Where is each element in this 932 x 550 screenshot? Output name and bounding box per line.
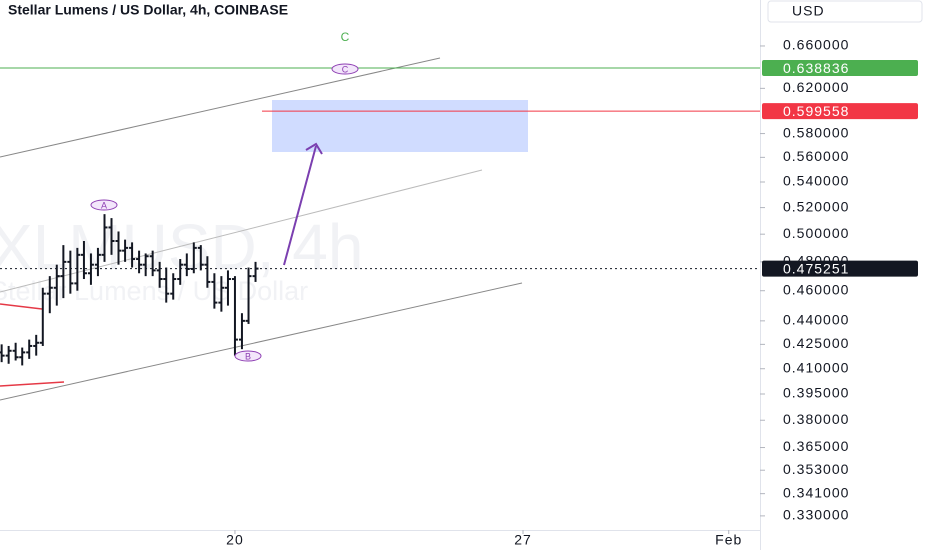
background: XLMUSD, 4h Stellar Lumens / US Dollar [0, 57, 528, 401]
y-tick-label: 0.660000 [783, 37, 849, 53]
y-tick-label: 0.540000 [783, 173, 849, 189]
wave-label: B [245, 351, 251, 361]
red-line [0, 381, 65, 387]
channel-upper [0, 57, 441, 158]
price-tag-label: 0.638836 [783, 60, 849, 76]
currency[interactable]: USD [792, 3, 825, 19]
price-tag-label: 0.599558 [783, 103, 849, 119]
price-tag [762, 260, 918, 277]
y-tick-label: 0.460000 [783, 281, 849, 297]
y-tick-label: 0.620000 [783, 79, 849, 95]
bars [0, 214, 259, 366]
price-tag [762, 103, 918, 120]
y-tick-label: 0.341000 [783, 484, 849, 500]
channel-middle [0, 169, 483, 293]
price-tag-label: 0.475251 [783, 260, 849, 276]
currency-box[interactable] [767, 0, 923, 23]
arrow-head [305, 142, 323, 155]
channel-lower [0, 282, 523, 401]
red-line [0, 303, 43, 310]
annotations: C C A B [90, 30, 359, 362]
y-tick-label: 0.425000 [783, 335, 849, 351]
y-tick-label: 0.395000 [783, 385, 849, 401]
y-tick-label: 0.410000 [783, 359, 849, 375]
wave-label: C [342, 64, 349, 74]
x-tick-label: Feb [715, 532, 742, 548]
watermark: XLMUSD, 4h [0, 211, 363, 283]
y-tick-label: 0.520000 [783, 198, 849, 214]
y-tick-label: 0.440000 [783, 312, 849, 328]
y-tick-label: 0.365000 [783, 438, 849, 454]
y-tick-label: 0.500000 [783, 225, 849, 241]
wave-marker [331, 63, 359, 75]
chart-title: Stellar Lumens / US Dollar, 4h, COINBASE [8, 2, 288, 18]
y-tick-label: 0.560000 [783, 148, 849, 164]
x-tick-label: 20 [226, 532, 244, 548]
y-tick-label: 0.330000 [783, 507, 849, 523]
wave-marker [234, 350, 262, 362]
y-tick-label: 0.353000 [783, 461, 849, 477]
arrow [283, 145, 317, 266]
y-tick-label: 0.580000 [783, 124, 849, 140]
target-box [272, 100, 528, 152]
y-tick-label: 0.380000 [783, 411, 849, 427]
axes: 0.660000 0.620000 0.580000 0.560000 0.540000… [226, 37, 918, 548]
x-tick-label: 27 [514, 532, 532, 548]
watermark-subtitle: Stellar Lumens / US Dollar [0, 276, 308, 306]
price-lines [0, 67, 760, 270]
wave-label: A [101, 200, 107, 210]
wave-label: C [341, 30, 350, 44]
wave-marker [90, 199, 118, 211]
price-tag [762, 60, 918, 77]
